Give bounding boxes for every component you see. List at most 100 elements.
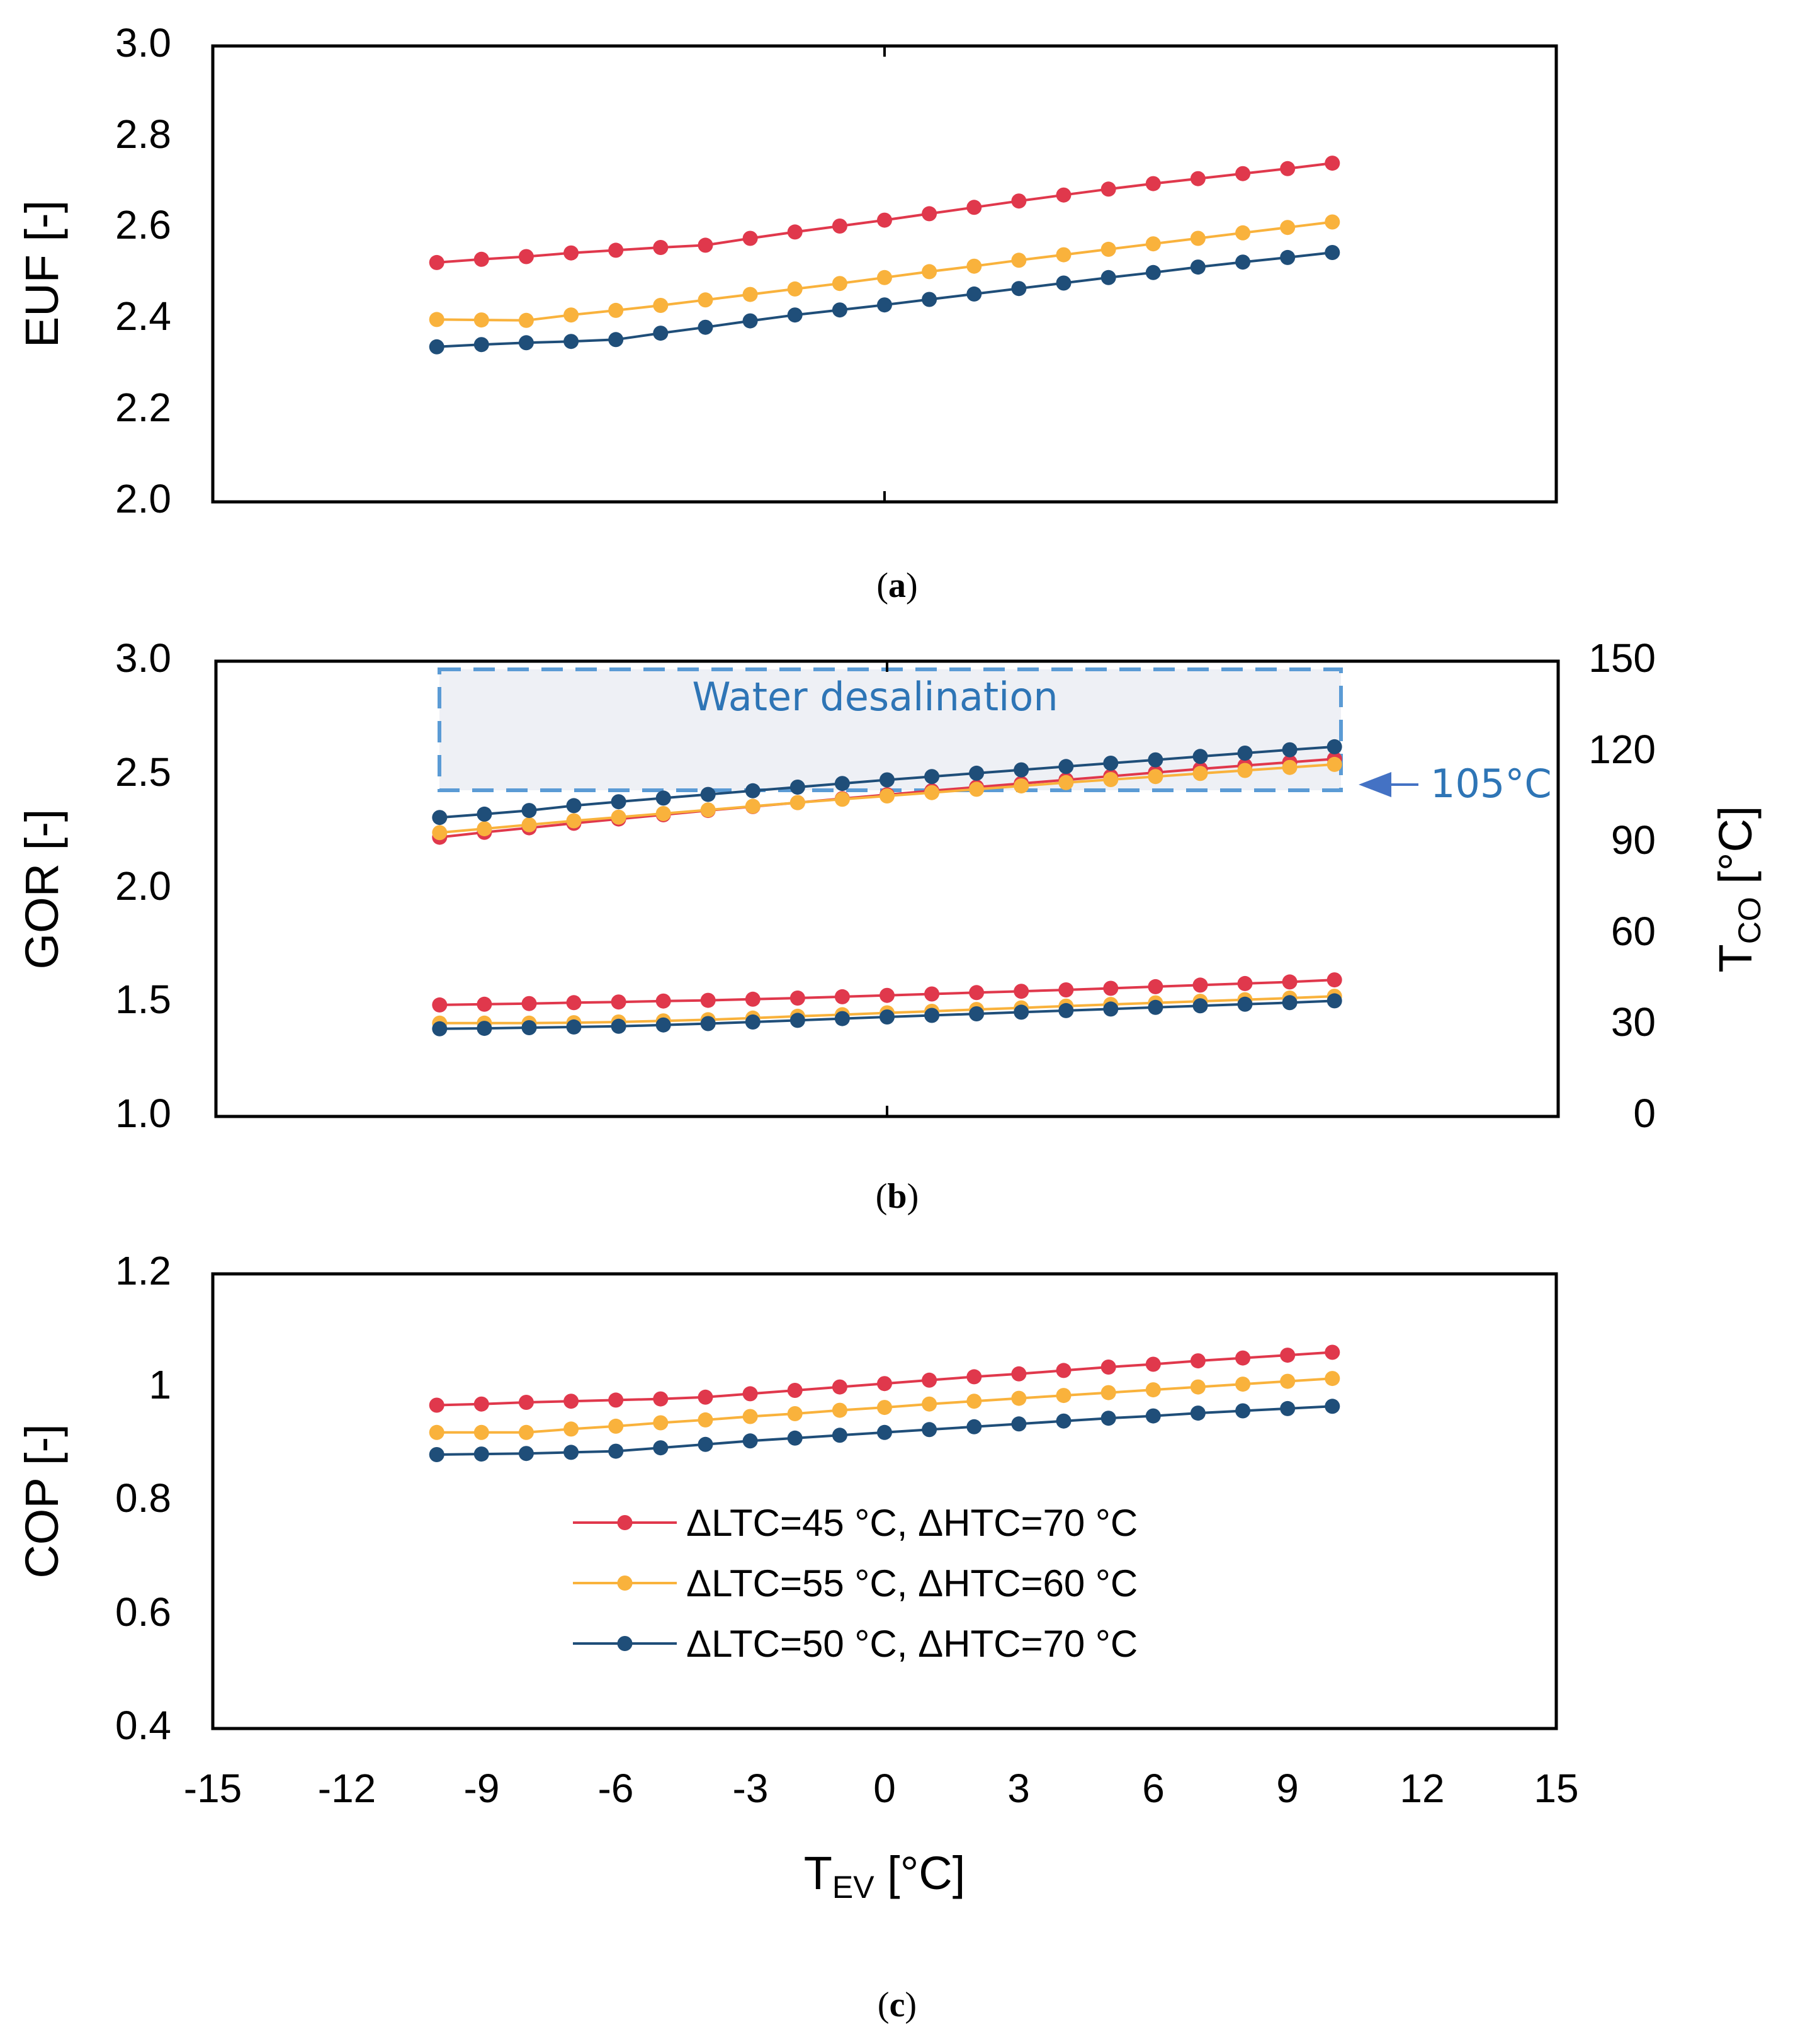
- data-point-a-2: [877, 297, 892, 313]
- data-point-b-5: [700, 786, 716, 802]
- data-point-c-2: [832, 1428, 847, 1443]
- data-point-a-1: [922, 264, 937, 280]
- x-tick-label: -3: [733, 1766, 769, 1811]
- data-point-a-0: [563, 245, 579, 261]
- data-point-a-1: [518, 312, 534, 328]
- data-point-b-4: [611, 809, 626, 825]
- data-point-c-1: [429, 1424, 444, 1440]
- data-point-b-4: [1237, 763, 1253, 778]
- data-point-b-2: [834, 1011, 850, 1026]
- panel-c: 0.4 0.6 0.8 1 1.2 -15 -12 -9 -6 -3 0 3 6…: [16, 1248, 1579, 2024]
- y2-tick-label: 150: [1588, 635, 1656, 681]
- legend-marker: [617, 1636, 633, 1651]
- data-point-a-1: [787, 281, 803, 297]
- data-point-a-0: [832, 219, 847, 234]
- data-point-c-0: [429, 1397, 444, 1413]
- y-axis-title-c: COP [-]: [16, 1424, 68, 1578]
- data-point-c-1: [787, 1406, 803, 1421]
- data-point-b-0: [1103, 980, 1119, 996]
- data-point-c-0: [787, 1383, 803, 1398]
- data-point-c-1: [698, 1412, 713, 1428]
- data-point-b-4: [1192, 766, 1208, 781]
- y-tick-label: 1.2: [115, 1248, 171, 1293]
- data-point-a-2: [698, 319, 713, 335]
- data-point-a-1: [742, 287, 758, 302]
- data-point-c-0: [1280, 1348, 1296, 1363]
- x-tick-label: 0: [873, 1766, 896, 1811]
- data-point-c-0: [1011, 1366, 1027, 1382]
- data-point-c-1: [653, 1415, 669, 1431]
- data-point-c-2: [1325, 1399, 1340, 1414]
- data-point-b-0: [1237, 975, 1253, 991]
- data-point-b-5: [521, 803, 537, 819]
- legend-label: ΔLTC=55 °C, ΔHTC=60 °C: [686, 1562, 1138, 1604]
- data-point-a-0: [698, 237, 713, 253]
- data-point-c-2: [429, 1447, 444, 1462]
- data-point-a-2: [1011, 281, 1027, 297]
- data-point-b-0: [566, 995, 582, 1011]
- data-point-a-1: [1056, 247, 1072, 263]
- data-point-b-5: [611, 794, 626, 810]
- data-point-b-5: [477, 806, 492, 822]
- data-point-b-5: [1326, 739, 1342, 754]
- data-point-b-0: [1192, 977, 1208, 993]
- data-point-b-0: [521, 996, 537, 1011]
- y-tick-label: 2.8: [115, 111, 171, 157]
- data-point-c-1: [473, 1424, 489, 1440]
- data-point-b-2: [969, 1006, 985, 1021]
- data-point-b-5: [432, 810, 448, 826]
- data-point-a-1: [832, 276, 847, 292]
- panel-label-b: (b): [876, 1177, 919, 1216]
- data-point-c-2: [1235, 1403, 1251, 1419]
- data-point-b-2: [1237, 996, 1253, 1012]
- data-point-b-5: [1148, 752, 1163, 768]
- data-point-c-2: [966, 1419, 982, 1434]
- data-point-a-0: [1011, 193, 1027, 209]
- data-point-b-0: [432, 997, 448, 1013]
- data-point-b-5: [566, 798, 582, 814]
- data-point-b-5: [969, 765, 985, 781]
- data-point-c-2: [1100, 1411, 1116, 1426]
- data-point-c-0: [473, 1396, 489, 1412]
- data-point-c-2: [1056, 1413, 1072, 1429]
- legend-marker: [617, 1576, 633, 1591]
- x-axis-title-c: TEV [°C]: [804, 1847, 966, 1905]
- data-point-a-0: [877, 212, 892, 228]
- data-point-a-0: [1056, 187, 1072, 203]
- data-point-a-2: [518, 335, 534, 351]
- data-point-b-4: [789, 795, 805, 810]
- data-point-a-1: [966, 258, 982, 274]
- data-point-c-0: [518, 1395, 534, 1410]
- data-point-b-2: [1103, 1001, 1119, 1017]
- data-point-c-1: [518, 1424, 534, 1440]
- data-point-c-2: [922, 1422, 937, 1438]
- data-point-a-1: [653, 298, 669, 313]
- y-axis-title-b: GOR [-]: [16, 809, 68, 970]
- data-point-c-0: [1145, 1356, 1161, 1372]
- data-point-c-2: [877, 1424, 892, 1440]
- x-tick-label: -15: [184, 1766, 242, 1811]
- data-point-c-0: [1100, 1360, 1116, 1375]
- water-desalination-label: Water desalination: [692, 674, 1058, 720]
- y-tick-label: 0.6: [115, 1589, 171, 1635]
- data-point-b-0: [834, 989, 850, 1004]
- data-point-a-0: [1145, 176, 1161, 191]
- data-point-c-1: [1280, 1373, 1296, 1389]
- y2-tick-label: 120: [1588, 727, 1656, 772]
- data-point-a-2: [653, 326, 669, 341]
- y-tick-label: 3.0: [115, 20, 171, 65]
- 105c-arrow: [1359, 772, 1418, 797]
- arrow-head-icon: [1359, 772, 1391, 797]
- x-tick-label: 6: [1142, 1766, 1165, 1811]
- panel-b: Water desalination 1.0 1.5 2.0 2.5 3.0 0…: [16, 635, 1767, 1216]
- data-point-b-0: [700, 992, 716, 1008]
- data-point-c-0: [966, 1369, 982, 1385]
- panel-a: 2.0 2.2 2.4 2.6 2.8 3.0 EUF [-] (a): [16, 20, 1558, 605]
- data-point-b-2: [1326, 993, 1342, 1009]
- y-tick-label: 2.0: [115, 476, 171, 521]
- data-point-a-1: [877, 270, 892, 285]
- data-point-c-1: [832, 1402, 847, 1418]
- data-point-c-2: [563, 1445, 579, 1460]
- legend: ΔLTC=45 °C, ΔHTC=70 °C ΔLTC=55 °C, ΔHTC=6…: [573, 1502, 1138, 1665]
